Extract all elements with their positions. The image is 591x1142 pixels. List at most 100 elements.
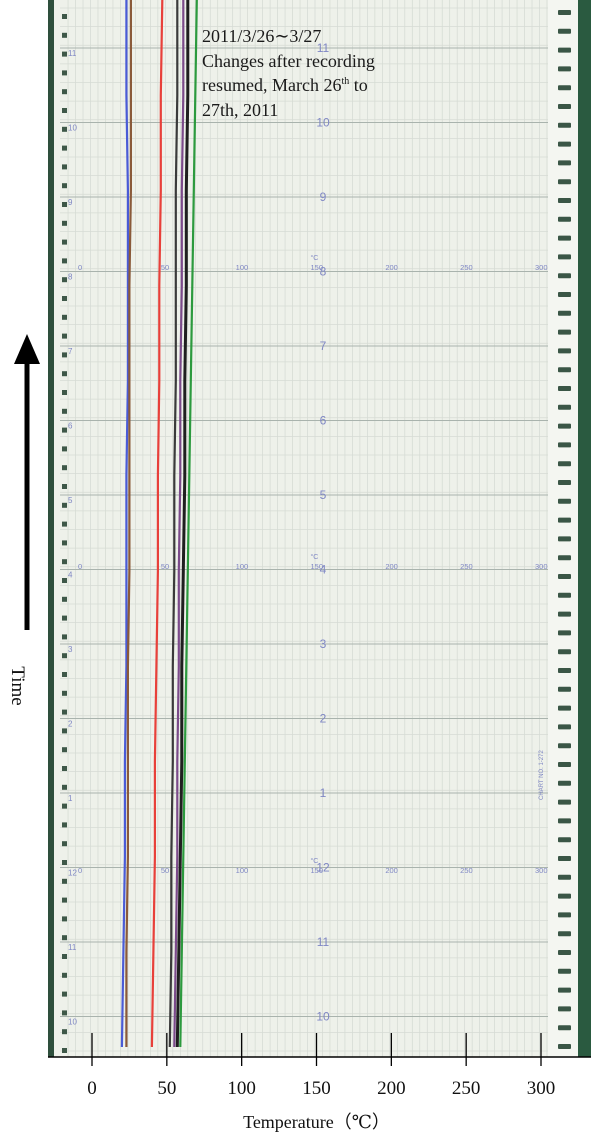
paper-scale-label: 0 — [78, 562, 82, 571]
sprocket-hole — [558, 893, 571, 899]
annotation-line-3: resumed, March 26th to — [202, 75, 368, 95]
recording-annotation: 2011/3/26∼3/27 Changes after recording r… — [202, 24, 502, 122]
sprocket-hole — [558, 799, 571, 805]
paper-scale-label: 250 — [460, 866, 473, 875]
annotation-date: 2011/3/26∼3/27 — [202, 26, 322, 46]
hour-label: 4 — [320, 563, 327, 577]
hour-label: 1 — [320, 786, 327, 800]
sprocket-hole — [558, 85, 571, 91]
x-tick-label: 300 — [527, 1078, 556, 1099]
sprocket-hole — [62, 841, 67, 847]
sprocket-hole — [62, 14, 67, 19]
sprocket-hole — [558, 141, 571, 147]
x-tick-label: 250 — [452, 1078, 481, 1099]
sprocket-hole — [62, 390, 67, 395]
sprocket-hole — [558, 310, 571, 316]
trace-line-3 — [150, 0, 164, 1048]
sprocket-hole — [62, 258, 67, 264]
side-hour-label: 2 — [68, 720, 73, 729]
side-hour-label: 1 — [68, 794, 73, 803]
hour-label: 7 — [320, 339, 327, 353]
paper-scale-label: 150 — [311, 562, 324, 571]
sprocket-hole — [558, 743, 571, 749]
sprocket-hole — [62, 653, 67, 659]
paper-scale-label: 300 — [535, 263, 548, 272]
sprocket-hole — [558, 160, 571, 166]
side-hour-label: 8 — [68, 273, 73, 282]
side-hour-label: 11 — [68, 943, 77, 952]
sprocket-hole — [62, 559, 67, 565]
sprocket-hole — [62, 333, 67, 339]
hour-label: 5 — [320, 488, 327, 502]
sprocket-hole — [62, 897, 67, 903]
sprocket-hole — [558, 950, 571, 955]
sprocket-hole — [62, 747, 67, 753]
side-hour-label: 7 — [68, 347, 73, 356]
sprocket-hole — [62, 1010, 67, 1016]
hour-label: 6 — [320, 414, 327, 428]
sprocket-hole — [558, 254, 571, 260]
sprocket-hole — [62, 596, 67, 602]
sprocket-hole — [62, 446, 67, 452]
sprocket-hole — [558, 329, 571, 335]
annotation-line-4: 27th, 2011 — [202, 99, 279, 120]
sprocket-hole — [558, 686, 571, 692]
sprocket-hole — [62, 70, 67, 76]
hour-label: 11 — [317, 41, 330, 55]
sprocket-hole — [62, 1048, 67, 1053]
trace-line-2 — [125, 0, 132, 1047]
x-tick-label: 0 — [87, 1078, 97, 1099]
paper-scale-label: 300 — [535, 562, 548, 571]
paper-scale-label: 50 — [161, 263, 169, 272]
sprocket-hole — [62, 540, 67, 546]
sprocket-hole — [62, 183, 67, 189]
sprocket-hole — [558, 216, 571, 222]
sprocket-hole — [62, 371, 67, 377]
hour-label: 2 — [320, 712, 327, 726]
paper-scale-label: 150 — [311, 866, 324, 875]
sprocket-hole — [62, 427, 67, 433]
side-hour-label: 4 — [68, 571, 73, 580]
sprocket-hole — [558, 404, 571, 410]
sprocket-hole — [62, 766, 67, 771]
sprocket-hole — [62, 784, 67, 790]
sprocket-hole — [62, 972, 67, 978]
sprocket-hole — [62, 672, 67, 677]
sprocket-hole — [558, 122, 571, 128]
sprocket-hole — [558, 386, 571, 391]
sprocket-hole — [62, 803, 67, 809]
sprocket-hole — [558, 987, 571, 993]
sprocket-hole — [558, 536, 571, 542]
side-hour-label: 5 — [68, 496, 73, 505]
sprocket-hole — [558, 498, 571, 504]
sprocket-hole — [62, 728, 67, 734]
sprocket-hole — [62, 634, 67, 640]
sprocket-hole — [62, 860, 67, 865]
sprocket-hole — [558, 28, 571, 34]
sprocket-hole — [62, 1029, 67, 1035]
x-axis-title: Temperature（℃） — [243, 1112, 390, 1132]
paper-unit-label: °C — [311, 553, 319, 561]
paper-scale-label: 100 — [236, 866, 249, 875]
x-axis: 0 50 100 150 200 250 300 Temperature（℃） — [48, 1033, 591, 1132]
sprocket-hole — [558, 630, 571, 636]
sprocket-hole — [62, 239, 67, 245]
sprocket-hole — [62, 296, 67, 301]
sprocket-hole — [558, 198, 571, 203]
paper-scale-label: 50 — [161, 866, 169, 875]
paper-background — [48, 0, 578, 1057]
sprocket-hole — [558, 762, 571, 767]
sprocket-hole — [62, 878, 67, 884]
side-hour-label: 6 — [68, 422, 73, 431]
time-arrow-head — [14, 334, 40, 364]
paper-scale-label: 0 — [78, 263, 82, 272]
sprocket-hole — [558, 461, 571, 467]
side-hour-label: 11 — [68, 49, 77, 58]
paper-scale-label: 0 — [78, 866, 82, 875]
paper-scale-label: 300 — [535, 866, 548, 875]
sprocket-hole — [558, 480, 571, 485]
sprocket-hole — [62, 277, 67, 283]
sprocket-hole — [558, 442, 571, 448]
trace-line-7 — [179, 0, 198, 1048]
